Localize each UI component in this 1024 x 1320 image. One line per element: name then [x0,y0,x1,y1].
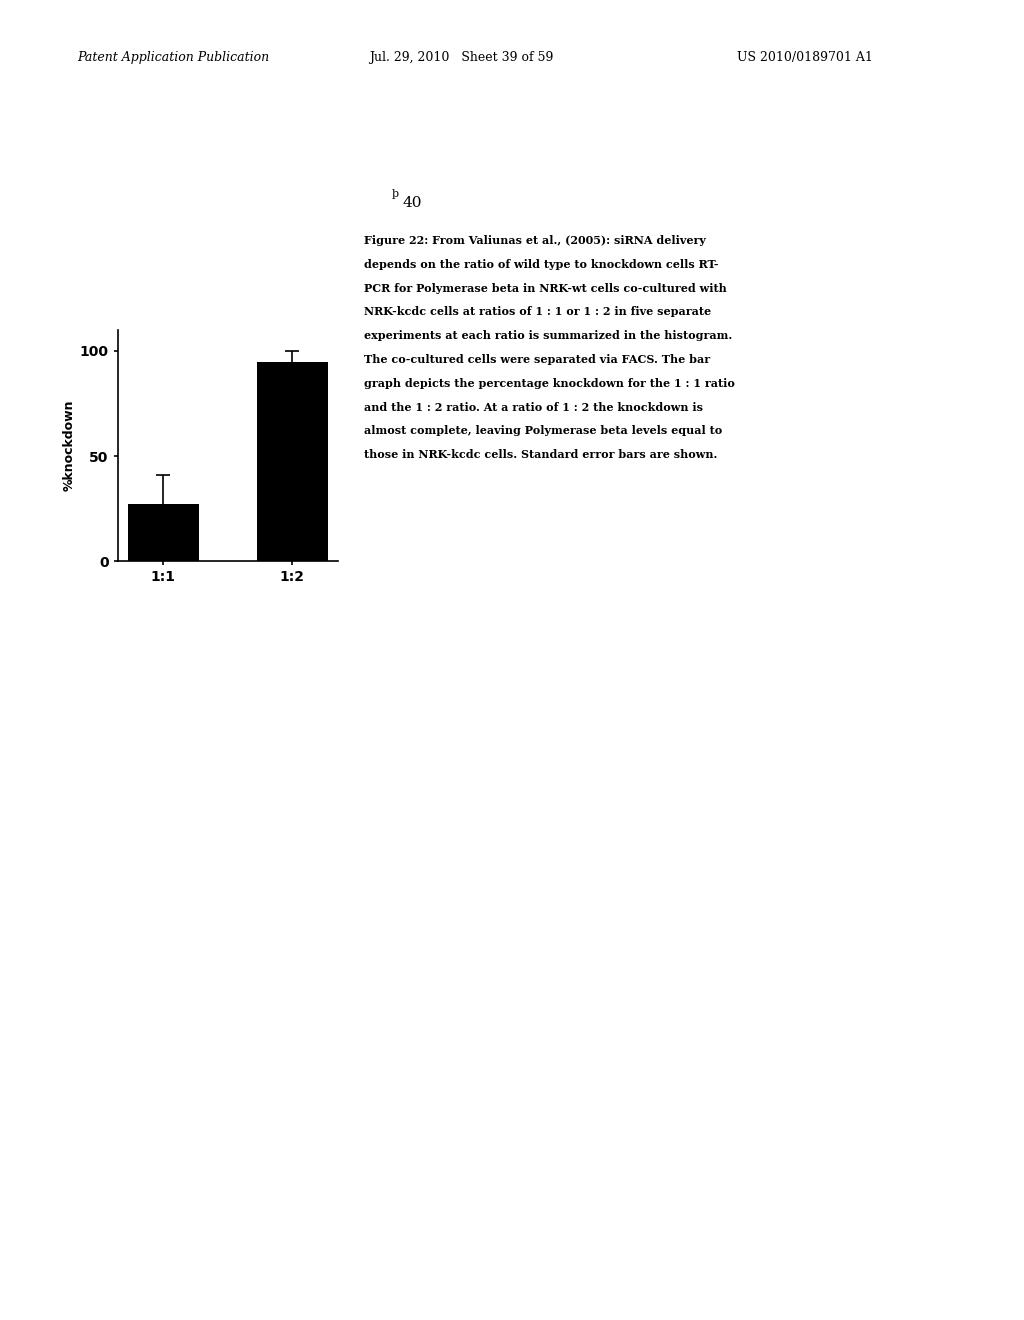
Text: Jul. 29, 2010   Sheet 39 of 59: Jul. 29, 2010 Sheet 39 of 59 [369,50,553,63]
Text: Patent Application Publication: Patent Application Publication [77,50,269,63]
Text: and the 1 : 2 ratio. At a ratio of 1 : 2 the knockdown is: and the 1 : 2 ratio. At a ratio of 1 : 2… [364,401,702,413]
Text: those in NRK-kcdc cells. Standard error bars are shown.: those in NRK-kcdc cells. Standard error … [364,449,717,461]
Text: almost complete, leaving Polymerase beta levels equal to: almost complete, leaving Polymerase beta… [364,425,722,437]
Text: US 2010/0189701 A1: US 2010/0189701 A1 [737,50,873,63]
Text: Figure 22: From Valiunas et al., (2005): siRNA delivery: Figure 22: From Valiunas et al., (2005):… [364,235,706,247]
Bar [128,504,199,561]
Text: NRK-kcdc cells at ratios of 1 : 1 or 1 : 2 in five separate: NRK-kcdc cells at ratios of 1 : 1 or 1 :… [364,306,711,318]
Text: graph depicts the percentage knockdown for the 1 : 1 ratio: graph depicts the percentage knockdown f… [364,378,734,389]
Bar [257,362,328,561]
Text: 40: 40 [402,197,422,210]
Text: depends on the ratio of wild type to knockdown cells RT-: depends on the ratio of wild type to kno… [364,259,718,271]
Text: þ: þ [392,189,399,199]
Text: PCR for Polymerase beta in NRK-wt cells co-cultured with: PCR for Polymerase beta in NRK-wt cells … [364,282,726,294]
Y-axis label: %knockdown: %knockdown [62,400,76,491]
Text: experiments at each ratio is summarized in the histogram.: experiments at each ratio is summarized … [364,330,732,342]
Text: The co-cultured cells were separated via FACS. The bar: The co-cultured cells were separated via… [364,354,710,366]
